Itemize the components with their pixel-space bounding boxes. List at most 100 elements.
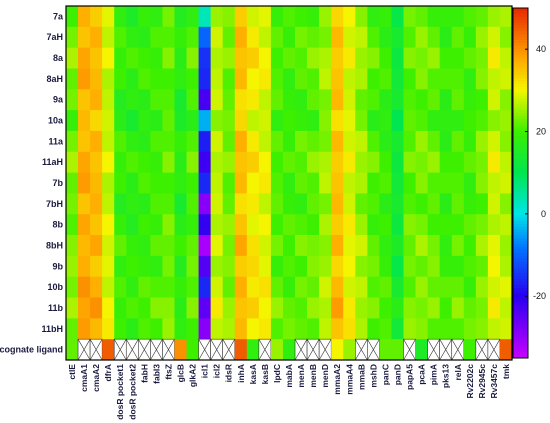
heat-cell <box>78 130 91 153</box>
heat-cell <box>355 318 368 340</box>
colorbar-segment <box>513 127 528 131</box>
colorbar-segment <box>513 305 528 309</box>
heat-cell <box>427 172 441 194</box>
heat-cell <box>138 276 151 298</box>
heat-cell <box>319 276 332 298</box>
heat-cell <box>439 318 453 340</box>
column-label: Rv2202c <box>465 364 475 399</box>
heat-cell <box>499 318 513 340</box>
heat-cell <box>319 47 332 69</box>
heat-cell <box>499 297 513 319</box>
heat-cell <box>270 193 284 215</box>
heat-cell <box>174 47 187 69</box>
heat-cell <box>198 110 212 132</box>
heat-cell <box>174 172 187 194</box>
heat-cell <box>451 214 465 236</box>
heat-cell <box>222 47 236 69</box>
heat-cell <box>451 110 465 132</box>
heat-cell <box>331 68 344 90</box>
heat-cell <box>379 172 392 194</box>
colorbar-segment <box>513 10 528 15</box>
colorbar-segment <box>513 285 528 289</box>
colorbar-segment <box>513 215 528 219</box>
heat-cell <box>66 68 79 90</box>
colorbar-segment <box>513 165 528 169</box>
heat-cell <box>331 318 344 340</box>
heat-cell <box>210 235 224 257</box>
heat-cell <box>403 110 416 132</box>
heat-cell <box>499 172 513 194</box>
ligand-cross-mark <box>475 339 489 361</box>
colorbar-segment <box>513 346 528 350</box>
heat-cell <box>174 6 187 28</box>
heat-cell <box>186 89 199 111</box>
heat-cell <box>379 26 392 49</box>
heat-cell <box>270 297 284 319</box>
heat-cell <box>295 26 308 49</box>
colorbar-segment <box>513 337 528 341</box>
heat-cell <box>162 214 175 236</box>
heat-cell <box>355 89 368 111</box>
heat-cell <box>102 318 115 340</box>
heat-cell <box>463 151 477 173</box>
heat-cell <box>138 68 151 90</box>
heat-cell <box>415 130 429 153</box>
heat-cell <box>138 235 151 257</box>
heat-cell <box>451 193 465 215</box>
heat-cell <box>463 6 477 28</box>
heat-cell <box>415 172 429 194</box>
heat-cell <box>415 68 429 90</box>
heat-cell <box>78 318 91 340</box>
heat-cell <box>198 26 212 49</box>
heat-cell <box>162 318 175 340</box>
heat-cell <box>295 6 308 28</box>
heat-cell <box>258 151 272 173</box>
heat-cell <box>295 68 308 90</box>
heat-cell <box>475 89 489 111</box>
heat-cell <box>66 255 79 278</box>
colorbar-segment <box>513 185 528 190</box>
ligand-cell <box>415 339 429 360</box>
heat-cell <box>162 276 175 298</box>
ligand-cross-mark <box>126 339 139 361</box>
heat-cell <box>150 47 163 69</box>
row-label: 11b <box>48 303 64 313</box>
heat-cell <box>162 151 175 173</box>
heat-cell <box>367 255 380 278</box>
heat-cell <box>367 110 380 132</box>
heat-cell <box>367 47 380 69</box>
heat-cell <box>355 110 368 132</box>
heat-cell <box>439 89 453 111</box>
ligand-cross-mark <box>113 339 127 361</box>
heat-cell <box>415 6 429 28</box>
heat-cell <box>343 6 356 28</box>
heat-cell <box>258 255 272 278</box>
heat-cell <box>451 6 465 28</box>
column-label: relA <box>453 364 463 381</box>
heat-cell <box>114 276 127 298</box>
heat-cell <box>307 151 320 173</box>
heat-cell <box>463 276 477 298</box>
heat-cell <box>439 193 453 215</box>
colorbar-segment <box>513 54 528 59</box>
heat-cell <box>126 318 139 340</box>
heat-cell <box>126 255 139 278</box>
colorbar-segment <box>513 264 528 269</box>
heat-cell <box>343 68 356 90</box>
heat-cell <box>307 297 320 319</box>
heat-cell <box>499 193 513 215</box>
heat-cell <box>174 130 187 153</box>
heat-cell <box>258 130 272 153</box>
heat-cell <box>331 214 344 236</box>
heat-cell <box>210 130 224 153</box>
heat-cell <box>367 151 380 173</box>
colorbar-segment <box>513 296 528 301</box>
heat-cell <box>343 89 356 111</box>
row-label: 7a <box>53 11 64 21</box>
colorbar-segment <box>513 355 528 359</box>
heat-cell <box>138 26 151 49</box>
heat-cell <box>319 89 332 111</box>
row-label: 8bH <box>46 240 63 250</box>
heat-cell <box>222 6 236 28</box>
